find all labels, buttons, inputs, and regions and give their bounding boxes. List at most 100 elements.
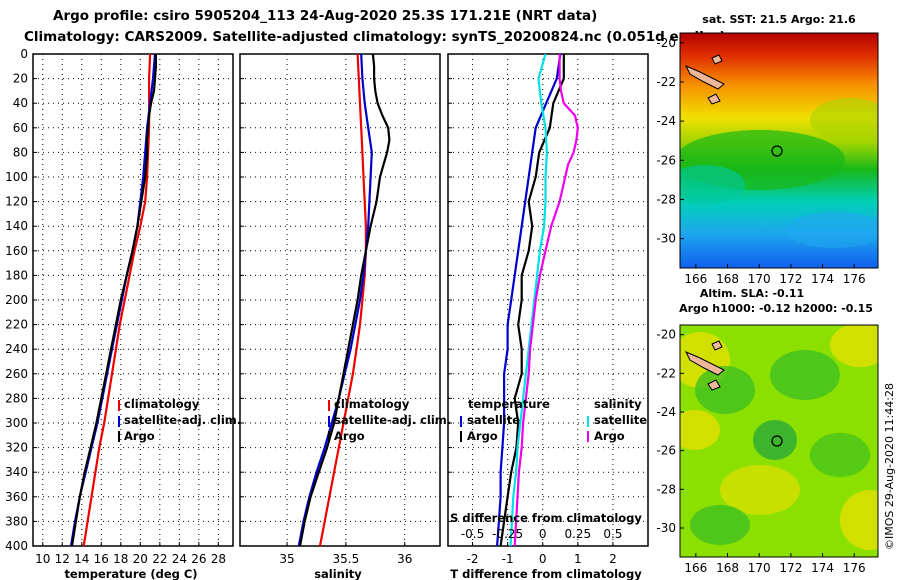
map-lon-label: 166 — [684, 272, 707, 286]
x-tick-label: 0 — [539, 552, 547, 566]
sst-map-ticks: 166 168 170 172 174 176 -20 -22 -24 -26 -28 -30 — [656, 36, 865, 286]
map-lon-label: 174 — [811, 272, 834, 286]
sla-map-title-1: Altim. SLA: -0.11 — [700, 287, 804, 300]
credit-text: ©IMOS 29-Aug-2020 11:44:28 — [883, 383, 896, 550]
series-line-salinity-satellite — [509, 53, 549, 547]
series-line-satellite-adj-clim- — [297, 53, 373, 547]
depth-tick-label: 120 — [5, 195, 28, 209]
land-new-caledonia — [684, 351, 725, 376]
x-tick-label: -1 — [502, 552, 514, 566]
s-difference-axis-label: S difference from climatology — [450, 511, 642, 525]
sla-map-frame — [679, 324, 879, 558]
depth-tick-label: 380 — [5, 514, 28, 528]
depth-tick-label: 80 — [13, 145, 28, 159]
map-lon-label: 172 — [779, 561, 802, 575]
x-tick-label: 20 — [133, 552, 148, 566]
map-lat-label: -24 — [656, 405, 676, 419]
legend-label-climatology: climatology — [124, 397, 200, 411]
x-tick-label: 18 — [113, 552, 128, 566]
depth-tick-label: 140 — [5, 219, 28, 233]
x-tick-label: 35 — [279, 552, 294, 566]
map-lat-label: -26 — [656, 153, 676, 167]
depth-tick-label: 300 — [5, 416, 28, 430]
sst-yellow-eddy — [810, 98, 878, 142]
argo-location-marker — [771, 145, 783, 157]
legend-label-satellite: satellite-adj. clim. — [124, 413, 241, 427]
series-line-climatology — [82, 53, 152, 547]
depth-tick-label: 180 — [5, 268, 28, 282]
map-lat-label: -22 — [656, 366, 676, 380]
land-islet — [711, 54, 723, 65]
land-new-caledonia — [684, 65, 725, 90]
temperature-legend: climatology satellite-adj. clim. Argo — [118, 397, 241, 443]
sst-blue-eddy — [785, 212, 878, 248]
x-tick-labels: 10 12 14 16 18 20 22 24 26 28 35 35.5 36 -2 -1 0 1 2-0.5-… — [35, 527, 622, 566]
temperature-axis-label: temperature (deg C) — [64, 567, 197, 580]
sst-cyan-eddy — [680, 165, 745, 205]
depth-tick-label: 20 — [13, 72, 28, 86]
sla-map — [680, 325, 878, 557]
series-line-argo — [70, 54, 157, 547]
x-tick-label: 16 — [94, 552, 109, 566]
x-tick-label: 10 — [35, 552, 50, 566]
land-islet — [711, 340, 723, 351]
x-tick-label: 24 — [172, 552, 187, 566]
legend-label-argo: Argo — [124, 429, 155, 443]
depth-tick-label: 240 — [5, 342, 28, 356]
s-difference-tick-label: -0.25 — [492, 527, 523, 541]
legend-label-s-satellite: satellite — [594, 413, 647, 427]
depth-tick-label: 200 — [5, 293, 28, 307]
map-lat-label: -30 — [656, 232, 676, 246]
series-line-argo — [298, 53, 391, 547]
depth-tick-label: 40 — [13, 96, 28, 110]
t-difference-axis-label: T difference from climatology — [450, 567, 642, 580]
series-line-temperature-satellite — [496, 53, 562, 547]
title-line-1: Argo profile: csiro 5905204_113 24-Aug-2… — [53, 8, 597, 24]
s-difference-tick-label: 0 — [539, 527, 547, 541]
x-tick-label: 36 — [397, 552, 412, 566]
x-tick-label: -2 — [467, 552, 479, 566]
series-line-temperature-argo — [499, 54, 565, 547]
map-lon-label: 170 — [748, 272, 771, 286]
map-lat-label: -22 — [656, 75, 676, 89]
x-tick-label: 35.5 — [333, 552, 360, 566]
map-lon-label: 168 — [716, 272, 739, 286]
s-difference-tick-label: -0.5 — [461, 527, 484, 541]
x-tick-label: 28 — [211, 552, 226, 566]
sst-map — [680, 33, 878, 268]
land-islet — [707, 379, 721, 391]
map-lat-label: -20 — [656, 328, 676, 342]
depth-tick-label: 220 — [5, 318, 28, 332]
legend-label-s-argo: Argo — [594, 429, 625, 443]
legend-title-temperature: temperature — [468, 397, 550, 411]
s-difference-tick-label: 0.25 — [564, 527, 591, 541]
depth-tick-label: 360 — [5, 490, 28, 504]
legend-label-t-argo: Argo — [467, 429, 498, 443]
salinity-axis-label: salinity — [314, 567, 362, 580]
depth-tick-label: 160 — [5, 244, 28, 258]
land-islet — [707, 93, 721, 105]
depth-tick-label: 100 — [5, 170, 28, 184]
legend-label-climatology: climatology — [334, 397, 410, 411]
x-tick-label: 14 — [74, 552, 89, 566]
depth-tick-label: 0 — [20, 47, 28, 61]
map-lon-label: 174 — [811, 561, 834, 575]
map-lat-label: -26 — [656, 444, 676, 458]
title-line-2: Climatology: CARS2009. Satellite-adjuste… — [24, 29, 726, 45]
profile-lines — [69, 53, 579, 547]
difference-legend: temperature satellite Argo salinity sate… — [460, 397, 647, 443]
legend-label-t-satellite: satellite — [467, 413, 520, 427]
sst-map-frame — [679, 32, 879, 269]
salinity-legend: climatology satellite-adj. clim. Argo — [328, 397, 451, 443]
map-lon-label: 176 — [843, 561, 866, 575]
depth-tick-label: 260 — [5, 367, 28, 381]
map-lat-label: -24 — [656, 114, 676, 128]
map-lon-label: 166 — [684, 561, 707, 575]
x-tick-label: 26 — [191, 552, 206, 566]
depth-tick-labels: 0 20 40 60 80 100 120 140 160 180 200 220 240 260 280 3… — [5, 47, 28, 553]
series-line-salinity-argo — [513, 54, 579, 547]
map-lat-label: -28 — [656, 482, 676, 496]
s-difference-tick-label: 0.5 — [603, 527, 622, 541]
sla-map-ticks: 166 168 170 172 174 176 -20 -22 -24 -26 -28 -30 — [656, 328, 865, 575]
